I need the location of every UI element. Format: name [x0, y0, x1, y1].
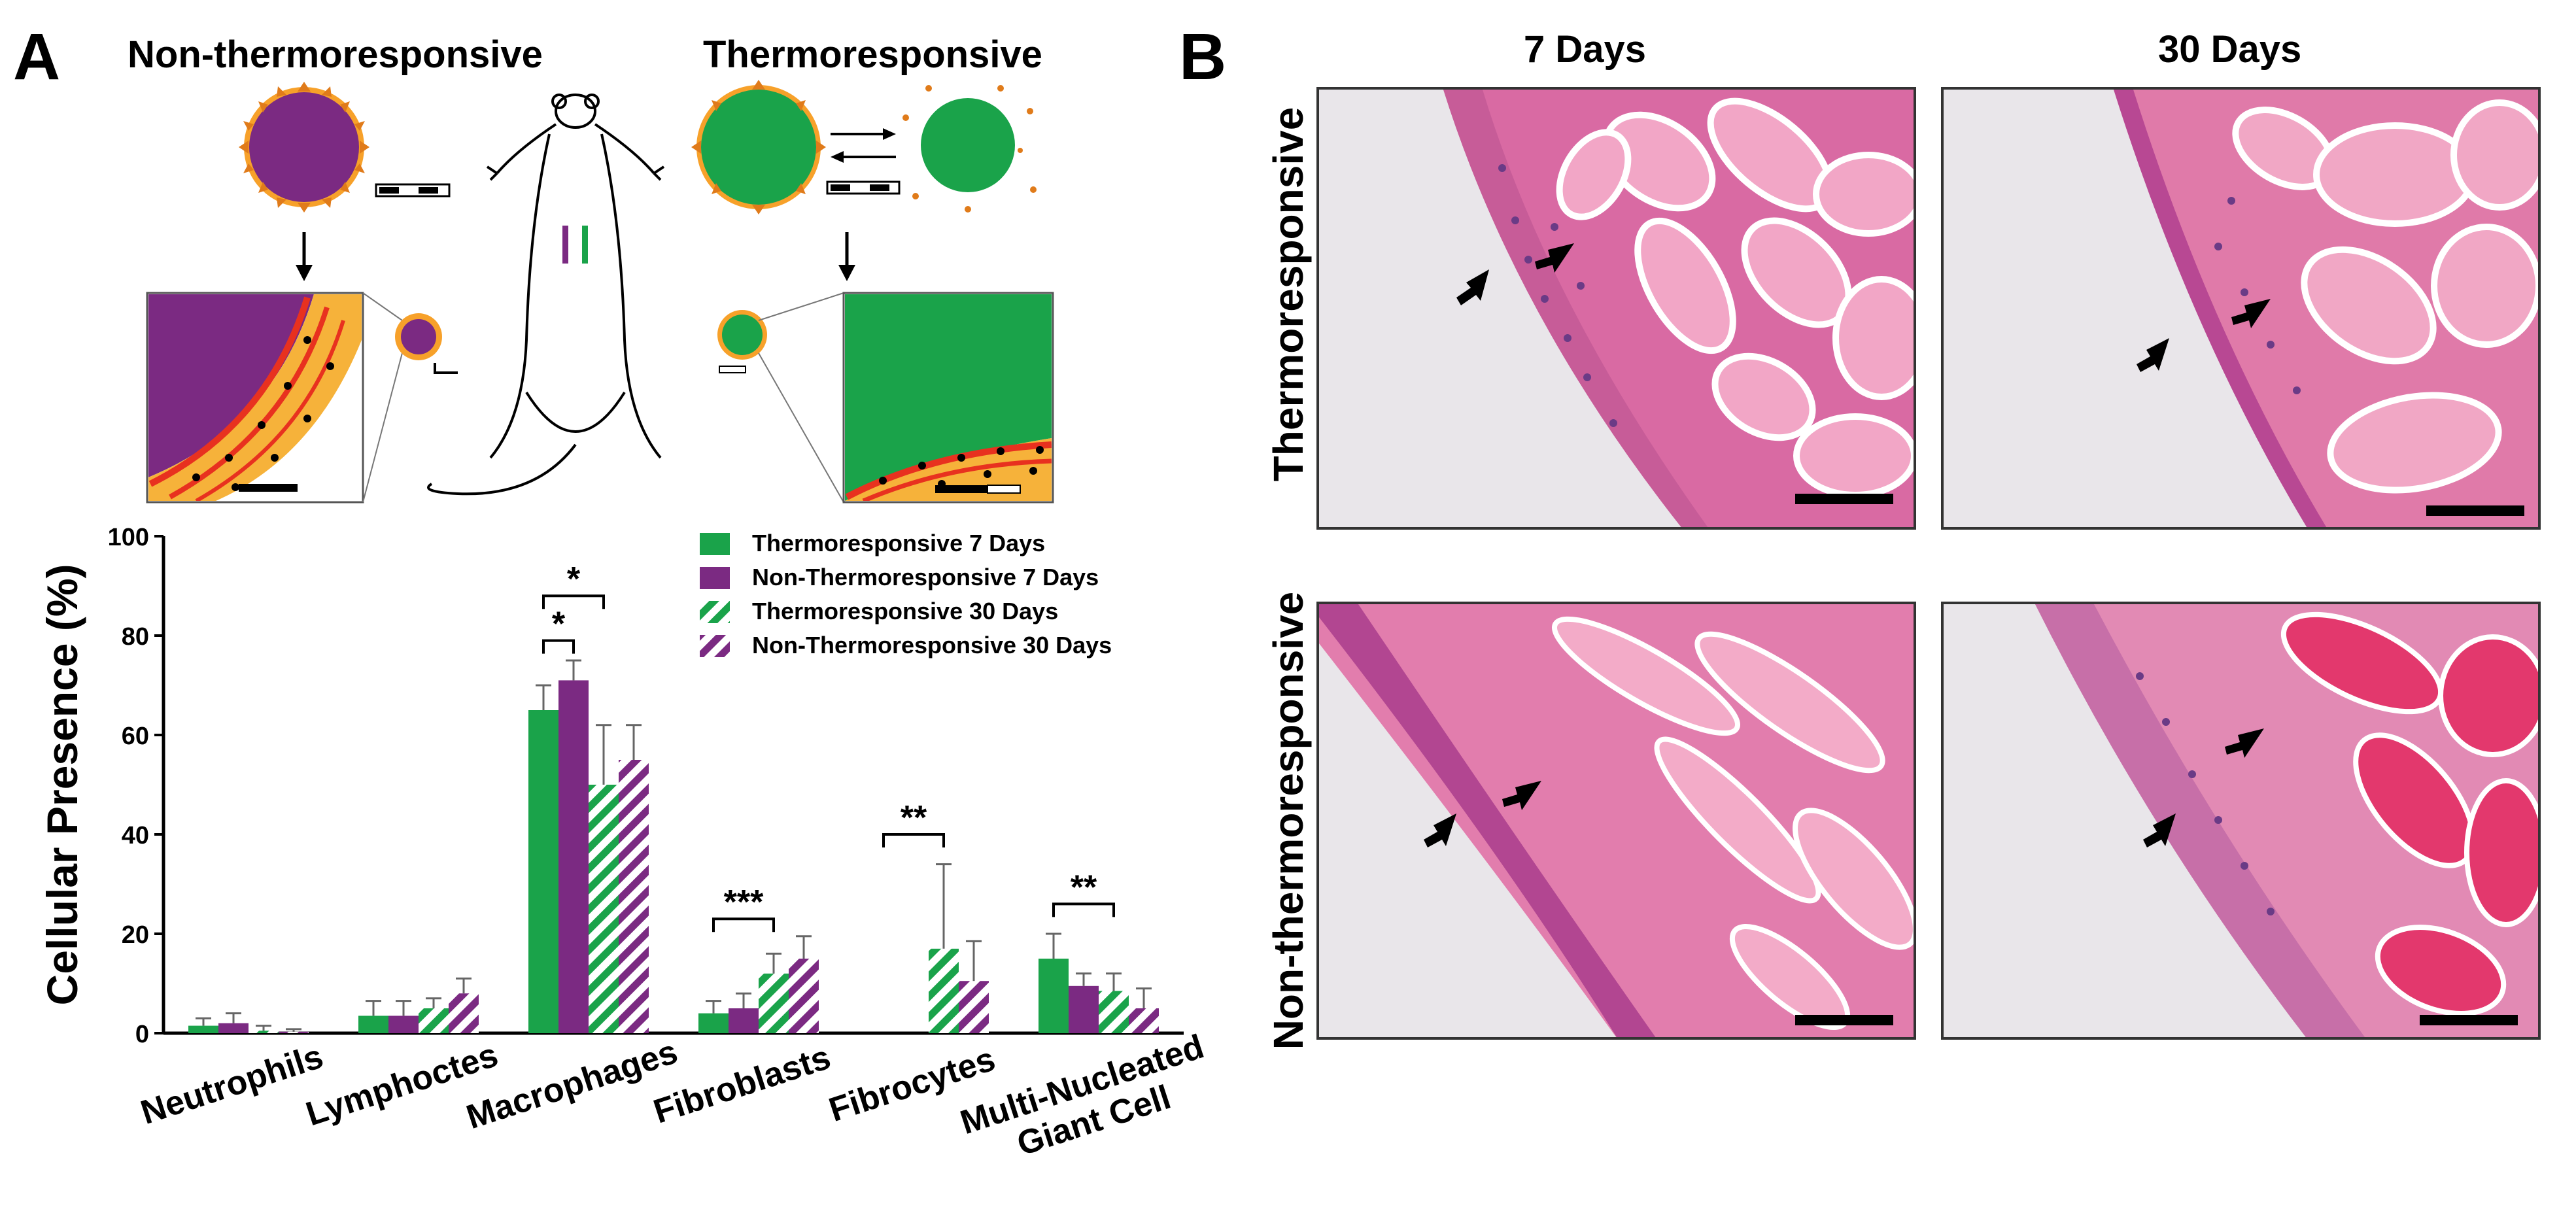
legend-swatch — [700, 533, 730, 555]
bar — [729, 1008, 759, 1033]
y-tick-label: 100 — [108, 524, 149, 551]
y-tick-label: 60 — [122, 723, 149, 750]
panel-b-letter: B — [1179, 20, 1227, 94]
significance-label: * — [552, 606, 566, 643]
bar — [558, 680, 589, 1033]
bar — [218, 1023, 249, 1033]
legend-swatch — [700, 635, 730, 657]
bar — [929, 948, 959, 1033]
bar — [419, 1008, 449, 1033]
significance-label: ** — [1071, 868, 1097, 906]
column-label-30-days: 30 Days — [2158, 28, 2302, 71]
y-tick-label: 20 — [122, 921, 149, 949]
x-tick-label: Fibroblasts — [649, 1038, 835, 1131]
tissue-zoom-left-icon — [146, 292, 364, 504]
y-tick-label: 40 — [122, 822, 149, 849]
implant-schematic — [146, 80, 1054, 504]
y-axis-label: Cellular Presence (%) — [38, 564, 86, 1006]
legend-swatch — [700, 601, 730, 623]
thermoresponsive-particle-icon — [691, 80, 826, 214]
panel-a-heading-right: Thermoresponsive — [703, 33, 1042, 76]
bar — [449, 993, 479, 1033]
cellular-presence-chart: 0 20 40 60 80 100 Cellular Presence (%) Neutrop… — [38, 524, 1220, 1178]
bar — [959, 981, 989, 1033]
legend-label: Thermoresponsive 7 Days — [752, 530, 1045, 556]
x-tick-label: Multi-NucleatedGiant Cell — [956, 1027, 1220, 1178]
significance-bracket — [542, 594, 605, 609]
micrograph-thermo-30-days — [1941, 87, 2541, 530]
significance-bracket — [882, 833, 945, 847]
legend-label: Non-Thermoresponsive 30 Days — [752, 632, 1112, 658]
tissue-zoom-right-icon — [842, 292, 1054, 504]
bar — [188, 1025, 218, 1033]
bar — [789, 959, 819, 1033]
significance-label: ** — [901, 799, 927, 837]
significance-bracket — [1052, 902, 1115, 917]
bar — [1039, 959, 1069, 1033]
bar — [698, 1013, 729, 1033]
scale-bar-icon — [375, 183, 451, 197]
significance-bracket — [712, 917, 775, 932]
y-tick-label: 0 — [135, 1021, 149, 1048]
significance-label: *** — [724, 883, 764, 921]
mouse-icon — [427, 94, 665, 496]
bar — [619, 760, 649, 1033]
micrograph-thermo-7-days — [1316, 87, 1916, 530]
bar — [1099, 991, 1129, 1033]
bar — [249, 1031, 279, 1033]
bar — [358, 1016, 388, 1033]
panel-a-heading-left: Non-thermoresponsive — [128, 33, 543, 76]
bar — [1129, 1008, 1159, 1033]
significance-label: * — [567, 560, 581, 598]
legend-label: Thermoresponsive 30 Days — [752, 598, 1058, 624]
bar — [759, 973, 789, 1033]
legend-swatch — [700, 567, 730, 589]
x-tick-label: Neutrophils — [136, 1038, 328, 1132]
x-tick-label: Macrophages — [462, 1033, 682, 1136]
legend-label: Non-Thermoresponsive 7 Days — [752, 564, 1099, 590]
bar — [1069, 985, 1099, 1033]
bar — [388, 1016, 419, 1033]
y-tick-label: 80 — [122, 623, 149, 651]
panel-a-letter: A — [13, 20, 61, 94]
bar — [279, 1031, 309, 1033]
micrograph-non-thermo-7-days — [1316, 602, 1916, 1040]
row-label-non-thermoresponsive: Non-thermoresponsive — [1265, 591, 1312, 1050]
micrograph-non-thermo-30-days — [1941, 602, 2541, 1040]
significance-bracket — [542, 639, 575, 654]
column-label-7-days: 7 Days — [1524, 28, 1647, 71]
non-thermoresponsive-particle-icon — [239, 82, 369, 213]
row-label-thermoresponsive: Thermoresponsive — [1265, 107, 1312, 482]
bar — [589, 785, 619, 1033]
bar — [528, 710, 558, 1033]
